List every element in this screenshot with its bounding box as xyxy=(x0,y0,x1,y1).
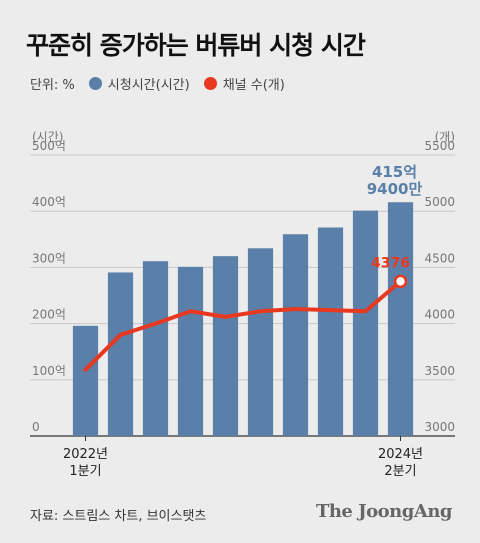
chart-title: 꾸준히 증가하는 버튜버 시청 시간 xyxy=(26,31,366,60)
right-tick-label: 4500 xyxy=(424,251,455,265)
x-tick-label-line2: 1분기 xyxy=(69,464,101,479)
right-tick-label: 5500 xyxy=(424,139,455,153)
left-tick-label: 400억 xyxy=(32,195,66,209)
right-tick-label: 3500 xyxy=(424,364,455,378)
x-tick-label-line2: 2분기 xyxy=(384,464,416,479)
left-tick-label: 100억 xyxy=(32,364,66,378)
channel-count-line xyxy=(83,279,403,372)
bar-annotation-line1: 415억 xyxy=(372,163,417,181)
x-tick-label-line1: 2022년 xyxy=(63,447,108,462)
x-tick-label-line1: 2024년 xyxy=(378,447,423,462)
bar xyxy=(247,248,274,436)
right-tick-label: 4000 xyxy=(424,308,455,322)
left-axis-label: (시간) xyxy=(32,130,63,144)
line-annotation: 4376 xyxy=(371,255,410,271)
bar xyxy=(177,266,204,436)
line-end-point xyxy=(393,274,408,289)
line-legend-label: 채널 수(개) xyxy=(222,78,285,93)
bar-annotation-line2: 9400만 xyxy=(367,180,423,198)
left-tick-label: 0 xyxy=(32,420,40,434)
bar xyxy=(317,227,344,436)
legend: 단위: % 시청시간(시간) 채널 수(개) xyxy=(30,74,285,93)
left-tick-label: 500억 xyxy=(32,139,66,153)
right-tick-label: 3000 xyxy=(424,420,455,434)
bar xyxy=(282,234,309,436)
left-tick-label: 300억 xyxy=(32,251,66,265)
bar xyxy=(352,210,379,436)
bar xyxy=(212,256,239,436)
bar-legend-marker xyxy=(88,77,102,90)
chart-text: 0 3000 100억 3500 200억 4000 300억 4500 400억 5000 500… xyxy=(32,130,455,479)
bar xyxy=(387,202,414,436)
source-note: 자료: 스트림스 차트, 브이스탯츠 xyxy=(30,509,207,524)
line-legend-marker xyxy=(203,77,217,90)
bars xyxy=(72,202,414,436)
bar xyxy=(72,325,99,436)
left-tick-label: 200억 xyxy=(32,308,66,322)
bar xyxy=(142,261,169,436)
brand-logo: The JoongAng xyxy=(315,501,453,522)
line-series xyxy=(83,274,408,372)
grid-lines xyxy=(30,154,455,441)
unit-label: 단위: % xyxy=(30,78,75,93)
right-axis-label: (개) xyxy=(435,130,455,144)
right-tick-label: 5000 xyxy=(424,195,455,209)
bar xyxy=(107,272,134,436)
bar-legend-label: 시청시간(시간) xyxy=(107,78,190,93)
